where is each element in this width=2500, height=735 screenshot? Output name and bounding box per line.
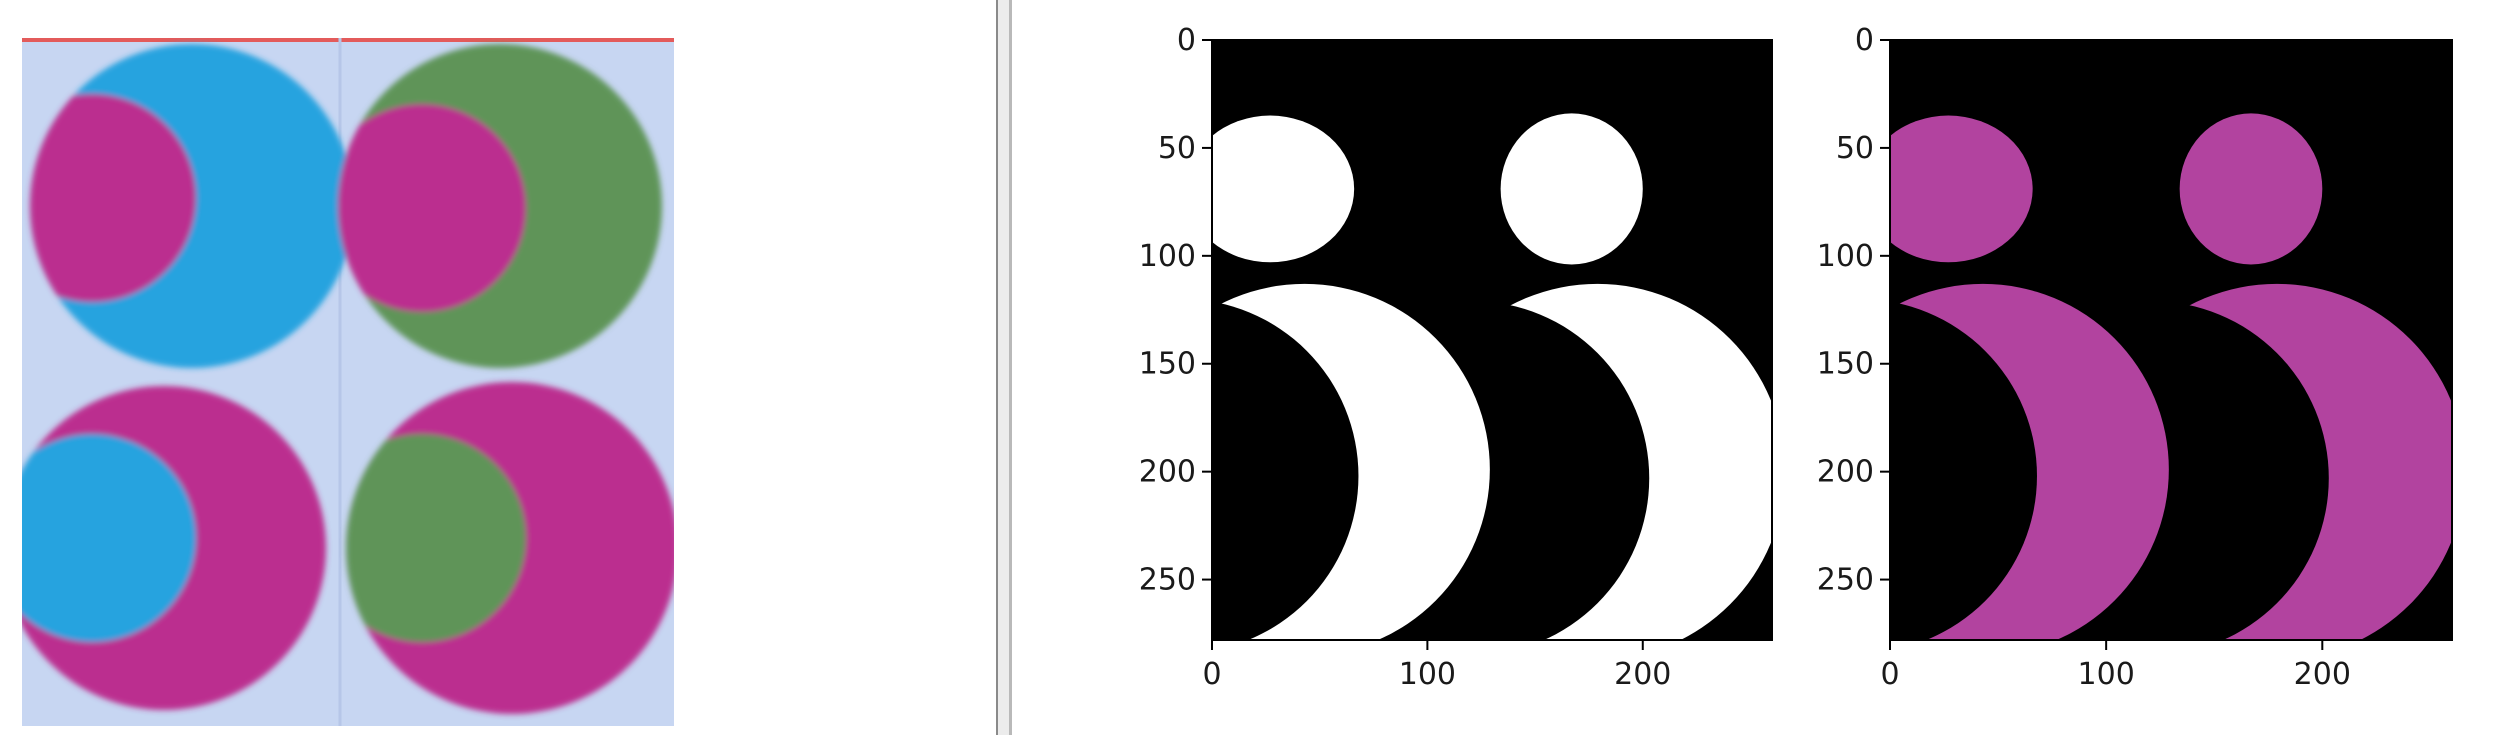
- subplot-mask: 0 100 200 0 50 100 150 200 250: [1139, 23, 1773, 692]
- y-tick-label: 50: [1836, 131, 1874, 166]
- source-image-panel: [0, 0, 995, 735]
- plots-figure: 0 100 200 0 50 100 150 200 250 0 100 200 0 50 100 150 20…: [1139, 23, 2453, 692]
- blob-top-left: [1212, 115, 1355, 263]
- y-tick-label: 100: [1817, 239, 1874, 274]
- y-tick-label: 200: [1139, 455, 1196, 490]
- crescent-left: [1890, 283, 2169, 640]
- source-photo: [22, 38, 674, 726]
- axes-frame: [1211, 39, 1773, 641]
- pane-divider[interactable]: [996, 0, 1012, 735]
- blob-top-left: [1890, 115, 2033, 263]
- crescent-left: [1212, 283, 1490, 640]
- x-tick-label: 100: [1399, 657, 1456, 692]
- y-tick-label: 150: [1139, 347, 1196, 382]
- y-tick-label: 250: [1139, 563, 1196, 598]
- y-tick-label: 200: [1817, 455, 1874, 490]
- y-tick-label: 100: [1139, 239, 1196, 274]
- crescent-right: [1410, 283, 1772, 640]
- crescent-right: [2088, 283, 2452, 640]
- y-tick-label: 50: [1158, 131, 1196, 166]
- y-tick-label: 0: [1177, 23, 1196, 58]
- x-tick-label: 100: [2078, 657, 2135, 692]
- x-tick-label: 200: [1614, 657, 1671, 692]
- subplot-masked-color: 0 100 200 0 50 100 150 200 250: [1817, 23, 2453, 692]
- y-tick-label: 250: [1817, 563, 1874, 598]
- x-tick-label: 200: [2294, 657, 2351, 692]
- x-tick-label: 0: [1880, 657, 1899, 692]
- x-tick-label: 0: [1202, 657, 1221, 692]
- blob-top-right: [1500, 113, 1643, 265]
- blob-top-right: [2179, 113, 2323, 265]
- axes-frame: [1889, 39, 2453, 641]
- y-tick-label: 150: [1817, 347, 1874, 382]
- y-tick-label: 0: [1855, 23, 1874, 58]
- plots-panel: 0 100 200 0 50 100 150 200 250 0 100 200 0 50 100 150 20…: [1012, 0, 2500, 735]
